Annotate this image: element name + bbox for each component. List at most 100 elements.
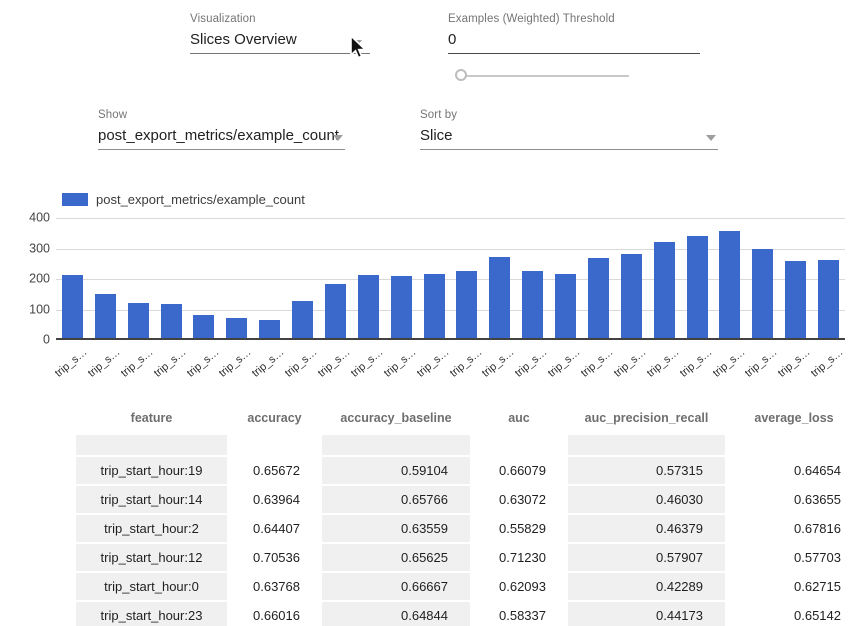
bar[interactable] [654,242,675,338]
bar[interactable] [621,254,642,338]
mouse-cursor-icon [348,35,368,61]
metric-cell: 0.46030 [568,485,725,514]
y-tick-label: 200 [29,271,50,285]
metric-cell: 0.58337 [470,601,568,626]
filter-cell [725,435,863,456]
table-row: trip_start_hour:230.660160.648440.583370… [76,601,863,626]
y-tick-label: 400 [29,210,50,224]
chevron-down-icon[interactable] [333,135,343,141]
legend-label: post_export_metrics/example_count [96,192,305,207]
sort-by-label: Sort by [420,109,718,121]
visualization-label: Visualization [190,13,370,25]
column-header[interactable]: auc_precision_recall [568,401,725,435]
show-metric-select[interactable]: Show post_export_metrics/example_count [98,109,345,150]
x-tick-label: trip_s… [316,346,353,380]
bar[interactable] [752,249,773,338]
x-tick-label: trip_s… [480,346,517,380]
metric-cell: 0.57315 [568,456,725,485]
bar[interactable] [719,231,740,338]
column-header[interactable]: auc [470,401,568,435]
table-row: trip_start_hour:140.639640.657660.630720… [76,485,863,514]
show-label: Show [98,109,345,121]
metric-cell: 0.65672 [227,456,322,485]
table-row: trip_start_hour:20.644070.635590.558290.… [76,514,863,543]
bar[interactable] [95,294,116,338]
metric-cell: 0.71230 [470,543,568,572]
threshold-field[interactable]: Examples (Weighted) Threshold 0 [448,13,700,54]
threshold-slider[interactable] [455,69,635,83]
bar[interactable] [818,260,839,338]
visualization-value[interactable]: Slices Overview [190,31,370,54]
bar[interactable] [456,271,477,338]
column-header[interactable]: accuracy_baseline [322,401,470,435]
x-tick-label: trip_s… [217,346,254,380]
metric-cell: 0.44173 [568,601,725,626]
bar[interactable] [358,275,379,338]
x-tick-label: trip_s… [349,346,386,380]
slices-overview-widget: Visualization Slices Overview Examples (… [0,0,863,626]
column-header[interactable]: average_loss [725,401,863,435]
sort-by-value[interactable]: Slice [420,127,718,150]
x-tick-label: trip_s… [513,346,550,380]
metrics-table: featureaccuracyaccuracy_baselineaucauc_p… [76,401,863,626]
y-axis-labels: 0100200300400 [14,218,50,340]
bar[interactable] [555,274,576,338]
x-axis-labels: trip_s…trip_s…trip_s…trip_s…trip_s…trip_… [56,342,845,382]
bar[interactable] [391,276,412,338]
bar[interactable] [193,315,214,338]
bar[interactable] [292,301,313,338]
metric-cell: 0.64844 [322,601,470,626]
filter-cell [322,435,470,456]
bar[interactable] [128,303,149,338]
show-value[interactable]: post_export_metrics/example_count [98,127,345,150]
metric-cell: 0.42289 [568,572,725,601]
x-tick-label: trip_s… [645,346,682,380]
metric-cell: 0.70536 [227,543,322,572]
x-tick-label: trip_s… [612,346,649,380]
metric-cell: 0.57703 [725,543,863,572]
metric-cell: 0.62093 [470,572,568,601]
bar[interactable] [588,258,609,338]
bar[interactable] [325,284,346,338]
metric-cell: 0.64407 [227,514,322,543]
slider-handle[interactable] [455,69,467,81]
feature-cell: trip_start_hour:2 [76,514,227,543]
chevron-down-icon[interactable] [706,135,716,141]
column-header[interactable]: feature [76,401,227,435]
x-tick-label: trip_s… [283,346,320,380]
visualization-select[interactable]: Visualization Slices Overview [190,13,370,54]
filter-cell [568,435,725,456]
filter-cell [76,435,227,456]
threshold-input[interactable]: 0 [448,31,700,54]
x-tick-label: trip_s… [546,346,583,380]
x-tick-label: trip_s… [447,346,484,380]
x-tick-label: trip_s… [776,346,813,380]
bar[interactable] [424,274,445,338]
bar[interactable] [687,236,708,338]
x-tick-label: trip_s… [119,346,156,380]
metric-cell: 0.63964 [227,485,322,514]
bar[interactable] [489,257,510,338]
table-row: trip_start_hour:120.705360.656250.712300… [76,543,863,572]
bar[interactable] [785,261,806,338]
x-tick-label: trip_s… [710,346,747,380]
sort-by-select[interactable]: Sort by Slice [420,109,718,150]
bar[interactable] [522,271,543,338]
metric-cell: 0.63072 [470,485,568,514]
slider-track[interactable] [463,75,629,77]
table-row: trip_start_hour:00.637680.666670.620930.… [76,572,863,601]
y-tick-label: 300 [29,241,50,255]
x-tick-label: trip_s… [809,346,846,380]
bar[interactable] [62,275,83,338]
bar[interactable] [259,320,280,338]
bar[interactable] [226,318,247,338]
table-header-row: featureaccuracyaccuracy_baselineaucauc_p… [76,401,863,435]
bar[interactable] [161,304,182,338]
metric-cell: 0.65625 [322,543,470,572]
metric-cell: 0.67816 [725,514,863,543]
x-tick-label: trip_s… [743,346,780,380]
metric-cell: 0.66667 [322,572,470,601]
metric-cell: 0.65142 [725,601,863,626]
column-header[interactable]: accuracy [227,401,322,435]
filter-cell [470,435,568,456]
